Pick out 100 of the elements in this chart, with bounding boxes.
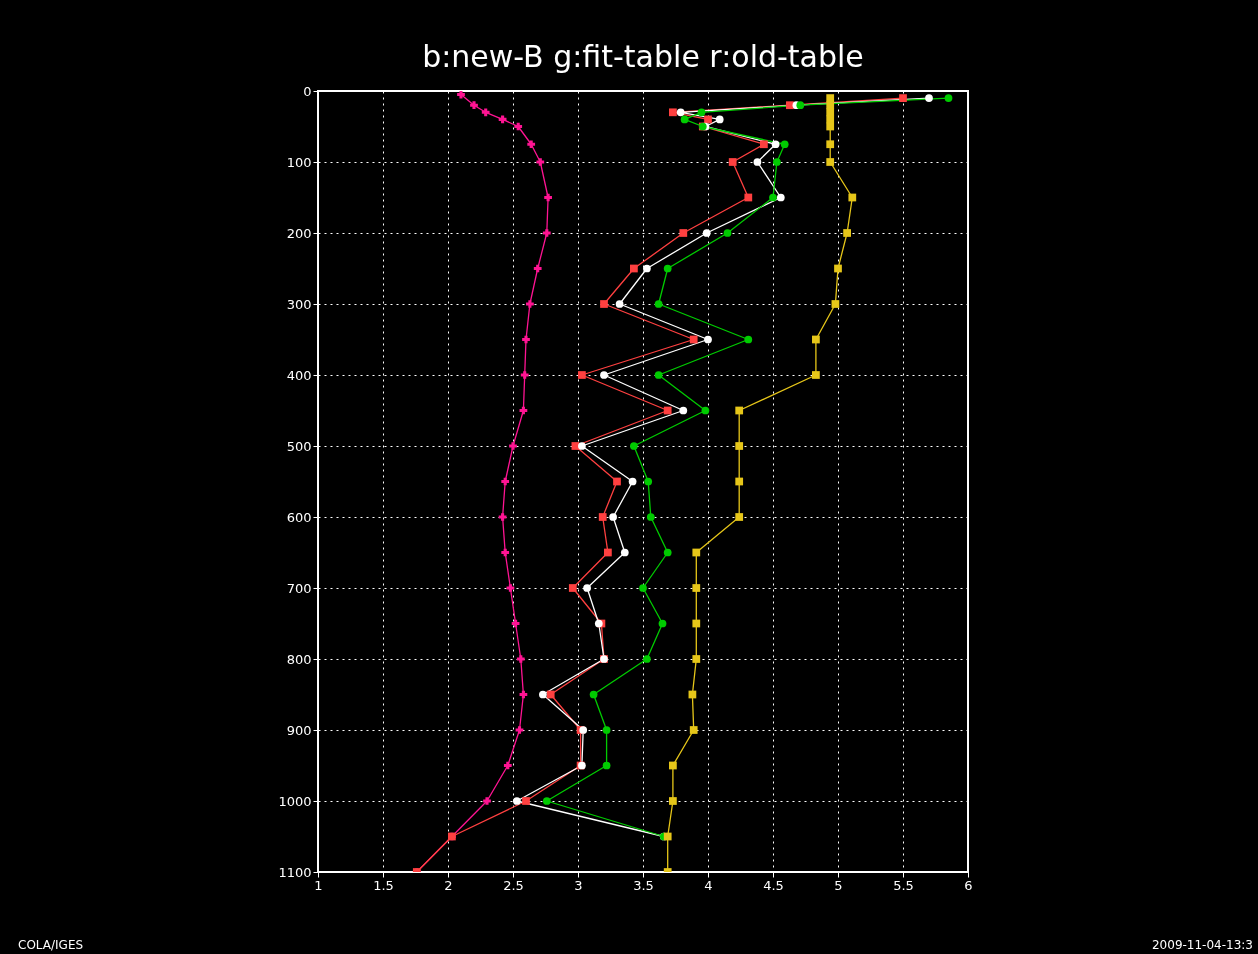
- point: [646, 513, 655, 521]
- point: [899, 94, 907, 102]
- point: [643, 655, 651, 663]
- point: [516, 655, 525, 663]
- x-tick-label: 4.5: [763, 877, 784, 893]
- point: [654, 300, 663, 308]
- point: [568, 584, 577, 592]
- point: [692, 548, 701, 557]
- point: [644, 477, 653, 486]
- point: [744, 193, 753, 202]
- point: [692, 584, 701, 592]
- point: [697, 108, 706, 117]
- point: [669, 797, 677, 805]
- x-tick-label: 3: [574, 877, 583, 893]
- point: [826, 122, 835, 131]
- point: [514, 122, 523, 131]
- point: [589, 690, 598, 699]
- point: [663, 406, 672, 415]
- point: [744, 335, 753, 344]
- point: [639, 584, 647, 592]
- point: [522, 797, 530, 805]
- point: [826, 115, 835, 124]
- point: [536, 158, 545, 166]
- point: [481, 108, 490, 117]
- x-tick-label: 4: [704, 877, 713, 893]
- x-tick-label: 2.5: [503, 877, 524, 893]
- y-tick-label: 1100: [278, 864, 312, 880]
- point: [812, 371, 820, 379]
- point: [506, 584, 515, 592]
- point: [796, 101, 805, 110]
- point: [834, 264, 842, 273]
- point: [654, 371, 663, 379]
- y-tick-label: 700: [286, 580, 312, 596]
- point: [578, 371, 586, 379]
- point: [826, 158, 835, 166]
- point: [501, 477, 510, 486]
- point: [715, 115, 724, 124]
- y-tick-label: 600: [286, 509, 312, 525]
- point: [483, 797, 491, 805]
- point: [728, 158, 737, 166]
- point: [680, 115, 689, 124]
- point: [598, 513, 607, 521]
- y-tick-label: 200: [286, 225, 312, 241]
- point: [602, 726, 611, 734]
- point: [769, 193, 777, 202]
- y-tick-label: 900: [286, 722, 312, 738]
- point: [735, 513, 744, 521]
- point: [735, 406, 744, 415]
- point: [826, 140, 835, 149]
- point: [658, 619, 667, 628]
- y-tick-label: 300: [286, 296, 312, 312]
- text: COLA/IGES: [18, 938, 84, 952]
- point: [760, 140, 768, 149]
- x-tick-label: 3.5: [633, 877, 654, 893]
- point: [609, 513, 617, 521]
- x-tick-label: 1: [314, 877, 323, 893]
- x-tick-label: 5.5: [893, 877, 914, 893]
- point: [679, 229, 688, 237]
- y-tick-label: 1000: [278, 793, 312, 809]
- point: [613, 477, 621, 486]
- point: [826, 101, 835, 110]
- point: [522, 335, 530, 344]
- chart-title: b:new-B g:fit-table r:old-table: [422, 39, 864, 74]
- y-tick-label: 400: [286, 367, 312, 383]
- point: [925, 94, 933, 102]
- point: [676, 108, 685, 117]
- point: [831, 300, 840, 308]
- point: [630, 264, 638, 273]
- point: [583, 584, 591, 592]
- point: [663, 264, 672, 273]
- point: [735, 477, 744, 486]
- point: [812, 335, 820, 344]
- point: [470, 101, 478, 110]
- point: [663, 548, 672, 557]
- point: [643, 264, 651, 273]
- point: [600, 300, 608, 308]
- x-tick-label: 5: [834, 877, 843, 893]
- point: [848, 193, 857, 202]
- point: [498, 513, 507, 521]
- point: [663, 832, 672, 841]
- point: [692, 619, 701, 628]
- point: [704, 335, 712, 344]
- point: [780, 140, 789, 149]
- y-tick-label: 100: [286, 154, 312, 170]
- point: [533, 264, 542, 273]
- point: [723, 229, 732, 237]
- point: [542, 229, 551, 237]
- point: [826, 108, 835, 117]
- point: [689, 335, 698, 344]
- point: [776, 193, 785, 202]
- point: [503, 761, 512, 770]
- point: [501, 548, 510, 557]
- point: [513, 797, 521, 805]
- point: [826, 94, 835, 102]
- point: [527, 140, 536, 149]
- point: [704, 115, 712, 124]
- point: [773, 158, 781, 166]
- y-tick-label: 800: [286, 651, 312, 667]
- point: [689, 726, 698, 734]
- point: [786, 101, 794, 110]
